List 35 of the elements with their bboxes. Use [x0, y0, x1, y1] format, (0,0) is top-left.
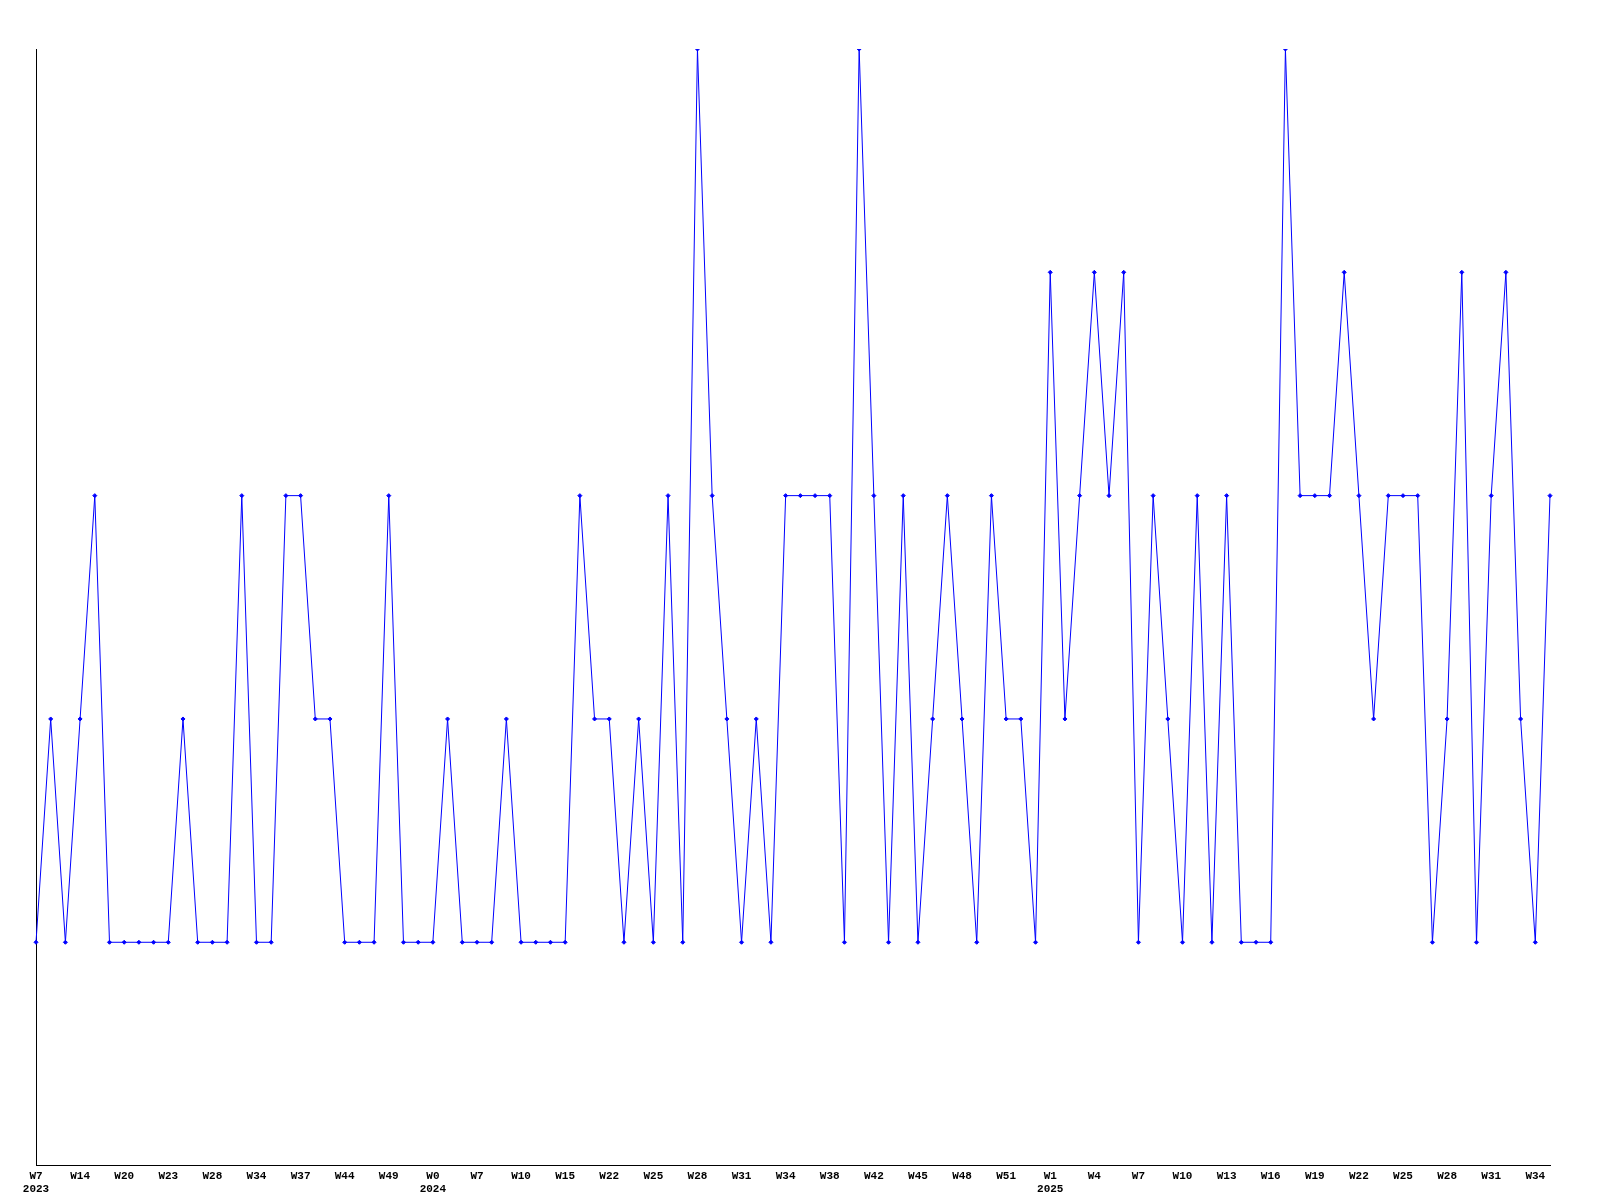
x-tick-label: W22 — [599, 1169, 620, 1182]
x-tick-label: W19 — [1304, 1169, 1325, 1182]
x-tick-label: W7 — [1131, 1169, 1146, 1182]
x-tick-label: W15 — [555, 1169, 576, 1182]
x-tick-label: W25 — [1393, 1169, 1414, 1182]
x-tick-label: W0 2024 — [419, 1169, 447, 1196]
x-tick-label: W13 — [1216, 1169, 1237, 1182]
x-tick-label: W45 — [908, 1169, 929, 1182]
x-tick-label: W48 — [952, 1169, 973, 1182]
x-tick-label: W22 — [1349, 1169, 1369, 1182]
x-tick-label: W28 — [687, 1169, 708, 1182]
x-tick-label: W31 — [1481, 1169, 1502, 1182]
x-tick-label: W28 — [202, 1169, 223, 1182]
x-tick-label: W49 — [378, 1169, 399, 1182]
x-tick-label: W42 — [863, 1169, 884, 1182]
x-tick-label: W38 — [819, 1169, 841, 1182]
x-tick-label: W44 — [334, 1169, 355, 1182]
x-tick-label: W10 — [511, 1169, 531, 1182]
x-tick-label: W25 — [643, 1169, 664, 1182]
x-tick-label: W34 — [775, 1169, 796, 1182]
x-tick-label: W1 2025 — [1037, 1169, 1064, 1196]
x-tick-label: W14 — [70, 1169, 91, 1182]
x-tick-label: W34 — [1525, 1169, 1546, 1182]
x-tick-label: W31 — [731, 1169, 752, 1182]
x-tick-label: W51 — [996, 1169, 1017, 1182]
x-tick-label: W16 — [1260, 1169, 1281, 1182]
x-tick-label: W23 — [158, 1169, 179, 1182]
x-tick-label: W7 — [470, 1169, 484, 1182]
x-tick-label: W10 — [1172, 1169, 1193, 1182]
x-tick-label: W34 — [246, 1169, 267, 1182]
x-tick-label: W20 — [114, 1169, 135, 1182]
x-tick-label: W28 — [1437, 1169, 1458, 1182]
x-tick-label: W37 — [290, 1169, 311, 1182]
x-tick-label: W7 2023 — [22, 1169, 50, 1196]
x-tick-label: W4 — [1087, 1169, 1102, 1182]
